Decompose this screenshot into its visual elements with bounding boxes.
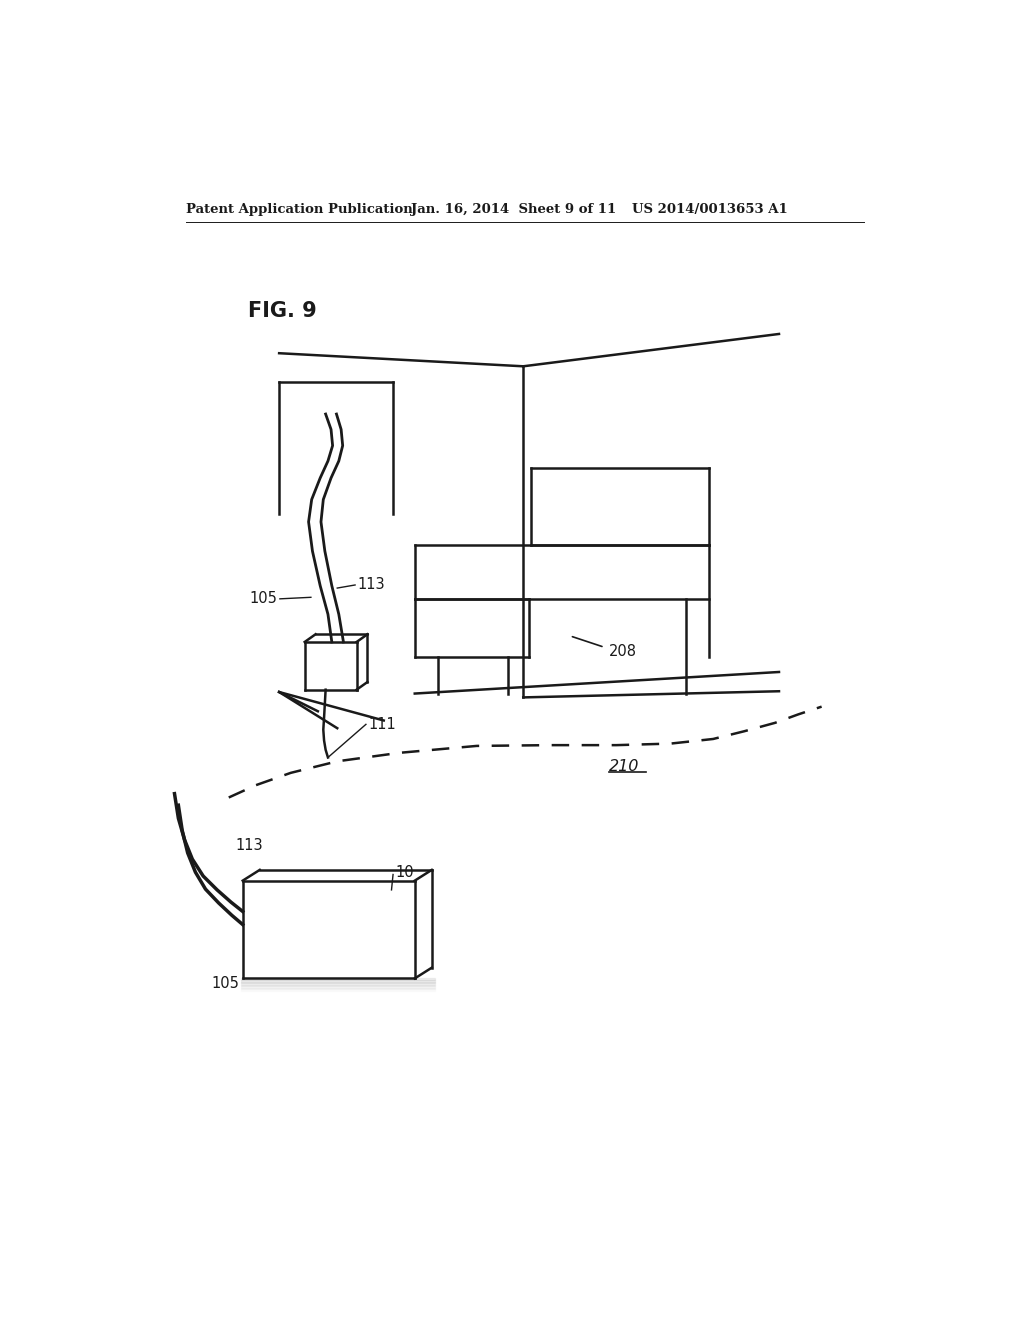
Text: 10: 10 bbox=[395, 865, 414, 879]
Text: US 2014/0013653 A1: US 2014/0013653 A1 bbox=[632, 203, 787, 216]
Text: Jan. 16, 2014  Sheet 9 of 11: Jan. 16, 2014 Sheet 9 of 11 bbox=[411, 203, 616, 216]
Text: 105: 105 bbox=[250, 591, 278, 606]
Text: FIG. 9: FIG. 9 bbox=[248, 301, 316, 321]
Text: 105: 105 bbox=[212, 977, 240, 991]
Text: Patent Application Publication: Patent Application Publication bbox=[186, 203, 413, 216]
Text: 210: 210 bbox=[608, 759, 639, 775]
Text: 111: 111 bbox=[369, 717, 396, 731]
Text: 113: 113 bbox=[234, 838, 262, 853]
Text: 208: 208 bbox=[608, 644, 637, 659]
Text: 113: 113 bbox=[357, 577, 385, 593]
